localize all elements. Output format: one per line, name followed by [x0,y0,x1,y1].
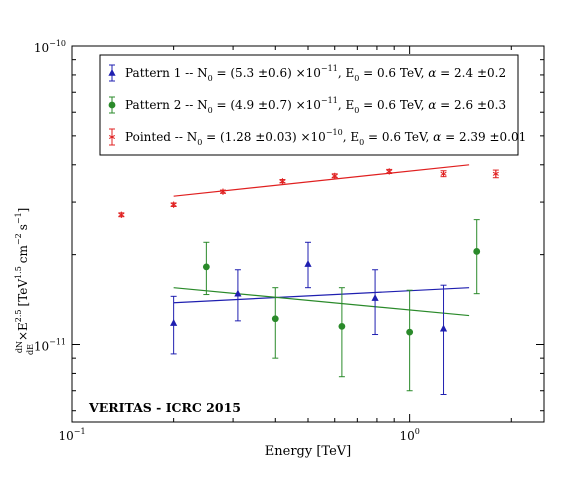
y-axis-label: dN dE ×E2.5 [TeV1.5 cm−2 s−1] [14,208,35,355]
data-point-pattern-1 [371,294,379,301]
x-axis-label: Energy [TeV] [265,444,351,459]
y-label-open: [TeV [16,279,30,307]
data-point-pattern-1 [170,319,178,326]
data-point-pointed [170,201,177,208]
x-tick-label: 10−1 [58,427,85,443]
y-label-close: ] [16,208,30,213]
y-label-frac-den: dE [26,344,35,355]
y-label-cm: cm [16,244,30,263]
data-point-pointed [118,211,125,218]
data-point-pointed [386,168,393,175]
legend-label-pattern-2: Pattern 2 -- N0 = (4.9 ±0.7) ×10−11, E0 … [125,96,506,115]
y-label-frac-num: dN [15,341,24,353]
y-label-exp2: 1.5 [14,266,23,279]
error-bar-pattern-1 [372,269,379,336]
data-point-pattern-1 [234,289,242,297]
legend-box [99,54,519,156]
legend-entry-pattern-2: Pattern 2 -- N0 = (4.9 ±0.7) ×10−11, E0 … [108,96,506,115]
legend-label-pointed: Pointed -- N0 = (1.28 ±0.03) ×10−10, E0 … [125,128,526,147]
fit-line-pattern-2 [173,287,470,317]
tick-labels: 10−1 100 10−11 10−10 [34,39,420,443]
axis-ticks [71,45,544,422]
legend-marker [108,69,116,76]
data-points [118,168,499,395]
legend-entry-pattern-1: Pattern 1 -- N0 = (5.3 ±0.6) ×10−11, E0 … [108,64,506,83]
plot-frame [71,45,545,423]
y-label-s: s [16,224,30,230]
legend: Pattern 1 -- N0 = (5.3 ±0.6) ×10−11, E0 … [99,54,526,156]
data-point-pattern-2 [202,263,210,271]
data-point-pattern-2 [338,322,346,330]
fit-lines [173,164,470,317]
data-point-pattern-2 [406,328,414,336]
legend-entry-pointed: Pointed -- N0 = (1.28 ±0.03) ×10−10, E0 … [108,128,526,147]
x-tick-label: 100 [399,427,419,443]
data-point-pattern-2 [271,315,279,323]
y-tick-label: 10−10 [34,39,66,55]
legend-marker [108,101,116,109]
error-bar-pattern-2 [473,219,480,295]
y-tick-label: 10−11 [34,337,66,353]
veritas-annotation: VERITAS - ICRC 2015 [88,400,241,415]
y-label-exp1: 2.5 [14,309,23,322]
error-bar-pattern-2 [272,287,279,359]
fit-line-pattern-1 [173,287,470,304]
data-point-pattern-2 [473,248,481,255]
y-label-exp4: −1 [14,212,23,224]
legend-marker [108,133,116,141]
error-bar-pattern-2 [338,287,345,378]
data-point-pattern-1 [304,260,312,267]
fit-line-pointed [173,164,470,197]
error-bar-pattern-1 [440,284,447,395]
data-point-pointed [219,188,226,195]
data-point-pointed [331,172,338,180]
data-point-pointed [440,170,447,178]
y-label-exp3: −2 [14,233,23,245]
error-bar-pattern-2 [406,289,413,392]
data-point-pointed [492,170,499,178]
data-point-pattern-1 [439,324,448,332]
data-point-pointed [279,178,286,185]
legend-label-pattern-1: Pattern 1 -- N0 = (5.3 ±0.6) ×10−11, E0 … [125,64,506,83]
y-label-times: ×E [16,322,30,341]
